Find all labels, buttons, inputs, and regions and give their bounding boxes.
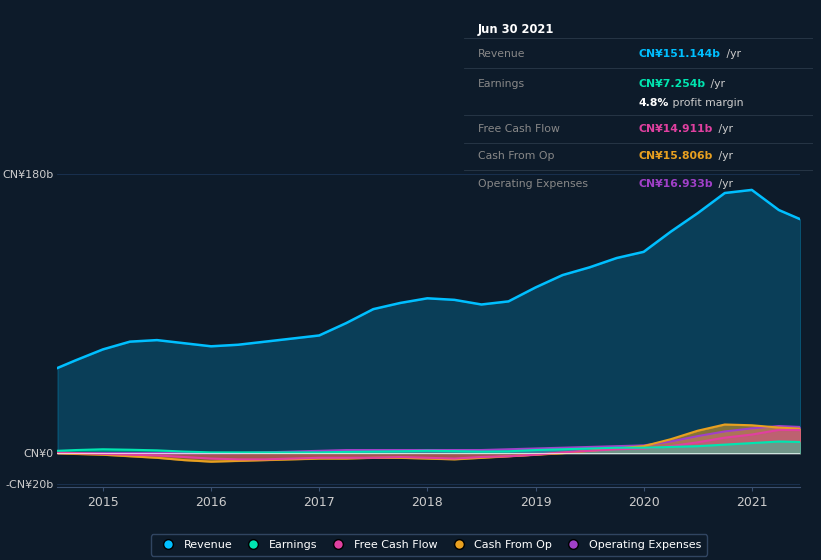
- Text: CN¥16.933b: CN¥16.933b: [639, 179, 713, 189]
- Text: Free Cash Flow: Free Cash Flow: [478, 124, 560, 134]
- Text: /yr: /yr: [715, 151, 733, 161]
- Text: 4.8%: 4.8%: [639, 98, 668, 108]
- Text: Earnings: Earnings: [478, 79, 525, 89]
- Text: CN¥15.806b: CN¥15.806b: [639, 151, 713, 161]
- Text: Jun 30 2021: Jun 30 2021: [478, 23, 554, 36]
- Legend: Revenue, Earnings, Free Cash Flow, Cash From Op, Operating Expenses: Revenue, Earnings, Free Cash Flow, Cash …: [151, 534, 707, 556]
- Text: Cash From Op: Cash From Op: [478, 151, 554, 161]
- Text: Operating Expenses: Operating Expenses: [478, 179, 588, 189]
- Text: /yr: /yr: [722, 49, 741, 58]
- Text: /yr: /yr: [715, 179, 733, 189]
- Text: CN¥7.254b: CN¥7.254b: [639, 79, 705, 89]
- Text: /yr: /yr: [715, 124, 733, 134]
- Text: /yr: /yr: [708, 79, 726, 89]
- Text: profit margin: profit margin: [669, 98, 744, 108]
- Text: CN¥151.144b: CN¥151.144b: [639, 49, 720, 58]
- Text: CN¥14.911b: CN¥14.911b: [639, 124, 713, 134]
- Text: Revenue: Revenue: [478, 49, 525, 58]
